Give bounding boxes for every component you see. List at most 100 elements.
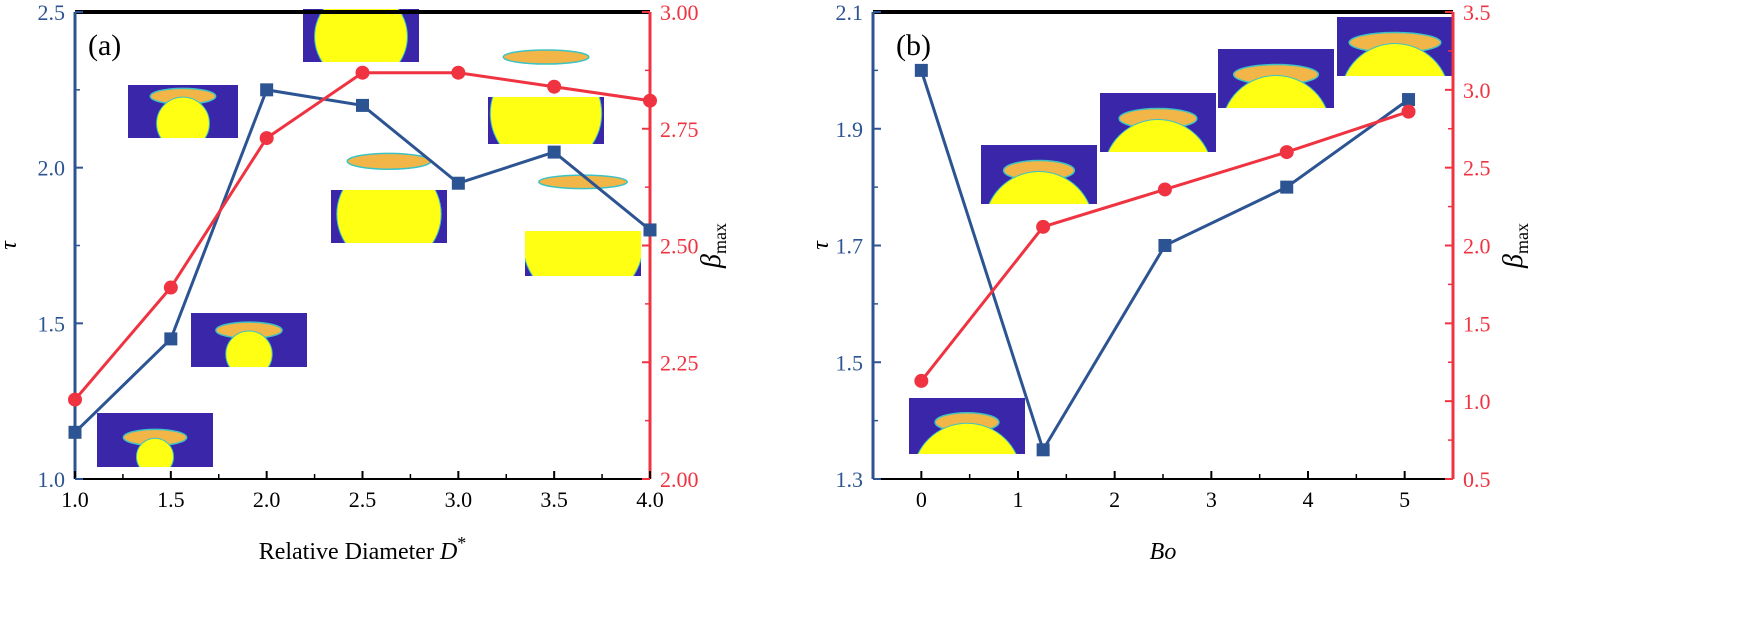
inset-sphere — [225, 330, 273, 367]
x-tick-label: 4 — [1303, 487, 1314, 512]
panel-label: (b) — [896, 29, 931, 62]
y-left-axis-title: τ — [808, 240, 834, 250]
inset-image — [909, 398, 1025, 454]
inset-image — [1337, 17, 1453, 76]
x-axis-title-variable: Bo — [1150, 539, 1177, 565]
inset-droplet-film — [502, 49, 590, 65]
y-right-tick-label: 2.75 — [660, 117, 699, 142]
beta-data-point — [163, 280, 178, 295]
y-left-tick-label: 2.5 — [38, 0, 66, 25]
inset-sphere — [1107, 119, 1209, 152]
tau-data-point — [1402, 93, 1416, 107]
y-right-tick-label: 0.5 — [1463, 467, 1491, 492]
inset-sphere — [489, 97, 603, 144]
inset-sphere — [1225, 75, 1327, 108]
tau-data-point — [1158, 239, 1172, 252]
inset-image — [128, 85, 238, 138]
inset-image — [981, 145, 1097, 204]
x-tick-label: 1 — [1013, 487, 1024, 512]
inset-image — [488, 49, 604, 144]
inset-sphere — [156, 96, 210, 138]
y-left-tick-label: 1.0 — [38, 467, 66, 492]
x-axis-title: Relative Diameter D* — [259, 533, 467, 565]
x-tick-label: 3.0 — [445, 487, 473, 512]
beta-data-point — [1279, 145, 1294, 160]
inset-image — [331, 152, 447, 243]
tau-data-point — [260, 83, 274, 97]
tau-data-point — [68, 425, 82, 439]
y-left-tick-label: 1.5 — [38, 311, 66, 336]
y-right-axis-title: βmax — [1498, 223, 1532, 269]
beta-data-point — [643, 93, 657, 108]
beta-data-point — [259, 131, 274, 146]
x-tick-label: 2.5 — [349, 487, 377, 512]
tau-data-point — [547, 145, 561, 159]
y-left-tick-label: 1.3 — [836, 467, 864, 492]
y-right-tick-label: 2.50 — [660, 234, 699, 259]
x-tick-label: 1.0 — [61, 487, 89, 512]
beta-data-point — [1157, 182, 1172, 197]
inset-sphere — [1344, 43, 1446, 76]
beta-data-point — [914, 373, 929, 388]
inset-sphere — [336, 190, 442, 243]
y-left-tick-label: 1.7 — [836, 234, 864, 259]
beta-data-point — [547, 79, 562, 94]
y-left-tick-label: 2.0 — [38, 156, 66, 181]
y-right-tick-label: 2.0 — [1463, 234, 1491, 259]
y-right-tick-label: 1.0 — [1463, 389, 1491, 414]
beta-data-point — [1401, 104, 1416, 119]
inset-sphere — [525, 231, 641, 276]
tau-data-point — [451, 176, 465, 190]
inset-sphere — [314, 9, 408, 62]
y-right-tick-label: 3.00 — [660, 0, 699, 25]
y-left-axis-title: τ — [0, 240, 22, 250]
panel-label: (a) — [88, 29, 121, 62]
x-tick-label: 3.5 — [540, 487, 568, 512]
inset-sphere — [917, 422, 1017, 454]
inset-image — [525, 174, 641, 276]
tau-data-point — [643, 223, 657, 237]
inset-image — [191, 313, 307, 367]
inset-sphere — [135, 437, 175, 467]
x-tick-label: 2.0 — [253, 487, 281, 512]
tau-data-point — [1036, 443, 1050, 457]
beta-data-point — [355, 65, 370, 80]
inset-image — [97, 413, 213, 467]
y-right-tick-label: 1.5 — [1463, 311, 1491, 336]
x-tick-label: 5 — [1399, 487, 1410, 512]
inset-droplet-film — [346, 152, 432, 170]
inset-image — [1218, 49, 1334, 108]
y-left-tick-label: 1.9 — [836, 117, 864, 142]
y-right-axis-title-subscript: max — [1512, 223, 1532, 254]
inset-image — [303, 9, 419, 62]
beta-data-point — [451, 65, 466, 80]
y-left-tick-label: 1.5 — [836, 350, 864, 375]
x-tick-label: 4.0 — [636, 487, 664, 512]
x-tick-label: 0 — [916, 487, 927, 512]
y-right-tick-label: 3.0 — [1463, 78, 1491, 103]
inset-image — [1100, 93, 1216, 152]
tau-data-point — [1280, 180, 1294, 194]
tau-data-point — [914, 63, 928, 77]
tau-data-point — [164, 332, 178, 346]
y-right-axis-title-symbol: β — [696, 254, 727, 269]
y-right-tick-label: 2.25 — [660, 350, 699, 375]
tau-data-point — [356, 98, 369, 112]
y-right-tick-label: 3.5 — [1463, 0, 1491, 25]
y-right-tick-label: 2.00 — [660, 467, 699, 492]
panel-a: 1.0 1.5 2.0 2.5 3.0 3.5 4.0 1.0 1.5 2.0 2.5 2.00 2.2… — [0, 0, 730, 565]
y-right-axis-title-subscript: max — [710, 223, 730, 254]
beta-data-point — [1036, 219, 1051, 234]
y-right-axis-title: βmax — [696, 223, 730, 269]
x-tick-label: 2 — [1109, 487, 1120, 512]
x-axis-title-main: Relative Diameter — [259, 539, 440, 565]
x-axis-title-superscript: * — [457, 533, 466, 553]
x-axis-title: Bo — [1150, 539, 1177, 565]
x-tick-label: 1.5 — [157, 487, 185, 512]
y-right-tick-label: 2.5 — [1463, 156, 1491, 181]
beta-data-point — [68, 392, 82, 407]
panel-b: 0 1 2 3 4 5 1.3 1.5 1.7 1.9 2.1 0.5 1.0 1.5 2.0 2.5 3.0 3… — [808, 0, 1532, 565]
inset-sphere — [988, 171, 1090, 204]
x-axis-title-variable: D — [439, 539, 457, 565]
